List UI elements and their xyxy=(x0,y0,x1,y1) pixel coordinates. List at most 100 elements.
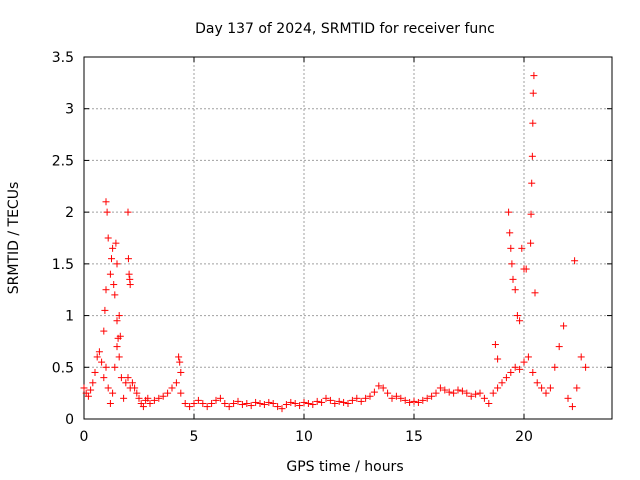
data-point xyxy=(529,89,537,97)
data-point xyxy=(506,229,514,237)
data-point xyxy=(527,239,535,247)
data-point xyxy=(125,270,133,278)
data-point xyxy=(511,363,519,371)
data-point xyxy=(348,396,356,404)
data-point xyxy=(115,312,123,320)
data-point xyxy=(124,374,132,382)
data-point xyxy=(106,399,114,407)
data-point xyxy=(511,286,519,294)
data-point xyxy=(168,384,176,392)
data-point xyxy=(379,384,387,392)
data-point xyxy=(172,379,180,387)
data-point xyxy=(84,392,92,400)
data-point xyxy=(528,179,536,187)
data-point xyxy=(516,365,524,373)
data-point xyxy=(89,379,97,387)
data-point xyxy=(101,306,109,314)
y-tick-label: 2 xyxy=(65,205,74,221)
data-point xyxy=(247,402,255,410)
data-point xyxy=(256,399,264,407)
data-point xyxy=(106,270,114,278)
data-point xyxy=(476,389,484,397)
data-point xyxy=(87,386,95,394)
data-point xyxy=(181,399,189,407)
data-point xyxy=(212,396,220,404)
chart-title: Day 137 of 2024, SRMTID for receiver fun… xyxy=(195,21,495,37)
data-point xyxy=(139,403,147,411)
data-point xyxy=(100,327,108,335)
data-point xyxy=(467,392,475,400)
data-point xyxy=(80,384,88,392)
data-point xyxy=(546,384,554,392)
data-point xyxy=(331,399,339,407)
data-point xyxy=(144,394,152,402)
data-point xyxy=(392,392,400,400)
x-tick-label: 0 xyxy=(80,429,89,445)
data-point xyxy=(505,208,513,216)
data-point xyxy=(98,358,106,366)
data-point xyxy=(340,398,348,406)
data-point xyxy=(124,255,132,263)
data-point xyxy=(436,384,444,392)
data-point xyxy=(177,368,185,376)
data-point xyxy=(335,397,343,405)
data-point xyxy=(278,405,286,413)
data-point xyxy=(309,401,317,409)
data-point xyxy=(445,388,453,396)
data-point xyxy=(555,343,563,351)
data-point xyxy=(104,384,112,392)
data-point xyxy=(103,208,111,216)
data-point xyxy=(300,398,308,406)
data-point xyxy=(109,389,117,397)
data-point xyxy=(110,281,118,289)
data-point xyxy=(120,394,128,402)
data-point xyxy=(533,379,541,387)
data-point xyxy=(159,392,167,400)
data-point xyxy=(95,348,103,356)
data-point xyxy=(252,398,260,406)
data-point xyxy=(551,363,559,371)
data-point xyxy=(100,374,108,382)
data-point xyxy=(485,399,493,407)
data-point xyxy=(529,368,537,376)
data-point xyxy=(480,394,488,402)
y-tick-label: 2.5 xyxy=(52,153,74,169)
data-point xyxy=(494,355,502,363)
x-tick-label: 10 xyxy=(295,429,313,445)
x-tick-label: 15 xyxy=(405,429,423,445)
data-point xyxy=(111,363,119,371)
data-point xyxy=(225,403,233,411)
data-point xyxy=(115,353,123,361)
data-point xyxy=(131,384,139,392)
data-point xyxy=(520,358,528,366)
data-point xyxy=(128,379,136,387)
data-point xyxy=(116,332,124,340)
data-point xyxy=(560,322,568,330)
data-point xyxy=(175,353,183,361)
data-point xyxy=(243,399,251,407)
data-point xyxy=(441,386,449,394)
data-point xyxy=(344,399,352,407)
data-point xyxy=(150,396,158,404)
data-point xyxy=(357,397,365,405)
data-point xyxy=(260,401,268,409)
data-point xyxy=(287,398,295,406)
data-point xyxy=(375,382,383,390)
data-series xyxy=(80,72,590,413)
data-point xyxy=(516,317,524,325)
data-point xyxy=(388,394,396,402)
x-axis-label: GPS time / hours xyxy=(286,459,403,475)
data-point xyxy=(146,399,154,407)
data-point xyxy=(104,234,112,242)
data-point xyxy=(582,363,590,371)
data-point xyxy=(274,403,282,411)
data-point xyxy=(419,396,427,404)
data-point xyxy=(353,394,361,402)
data-point xyxy=(508,260,516,268)
data-point xyxy=(573,384,581,392)
data-point xyxy=(454,386,462,394)
x-tick-label: 20 xyxy=(515,429,533,445)
data-point xyxy=(122,379,130,387)
data-point xyxy=(507,368,515,376)
y-tick-label: 3.5 xyxy=(52,50,74,66)
